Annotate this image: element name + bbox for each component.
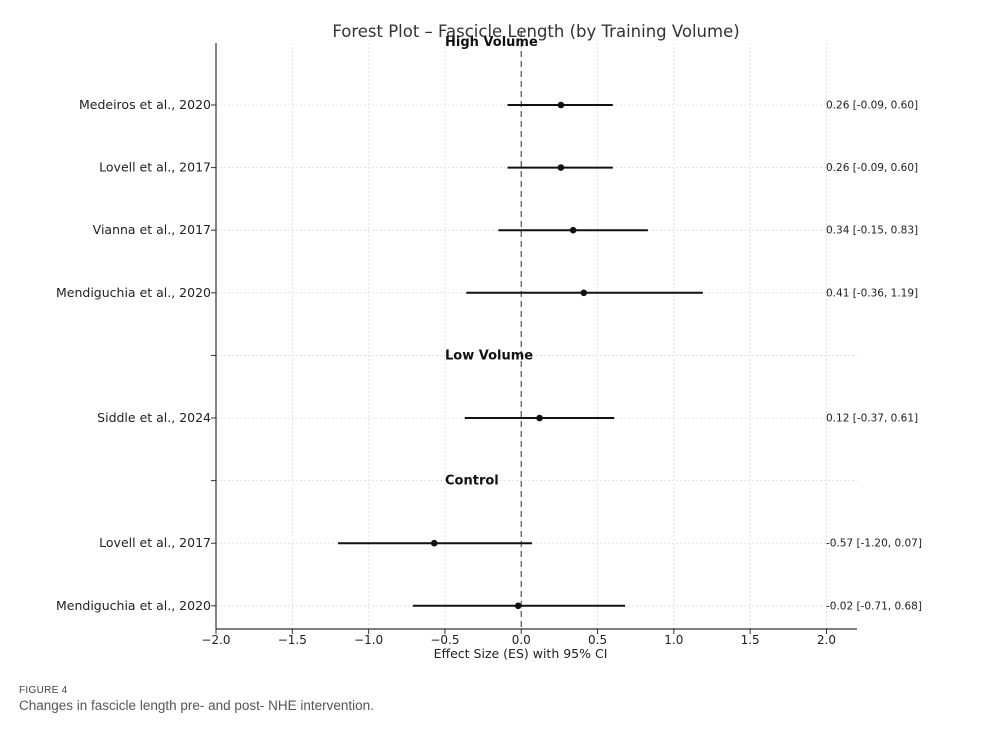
effect-size-annotation: 0.41 [-0.36, 1.19] <box>826 287 918 299</box>
x-axis-label: Effect Size (ES) with 95% CI <box>434 646 608 661</box>
figure-label: FIGURE 4 <box>19 685 68 696</box>
x-tick-label: 0.0 <box>512 633 531 647</box>
effect-size-point <box>536 414 543 422</box>
x-tick-label: 1.5 <box>741 633 760 647</box>
effect-size-annotation: -0.57 [-1.20, 0.07] <box>826 538 922 550</box>
study-label: Lovell et al., 2017 <box>99 160 211 175</box>
group-header: Control <box>445 474 499 489</box>
forest-plot: −2.0 −1.5 −1.0 −0.5 0.0 0.5 1.0 1.5 2.0 High Volu… <box>56 22 922 661</box>
effect-size-annotation: -0.02 [-0.71, 0.68] <box>826 600 922 612</box>
effect-size-point <box>557 164 565 171</box>
effect-size-point <box>580 289 588 297</box>
effect-size-point <box>430 539 438 547</box>
x-tick-label: 1.0 <box>664 633 683 647</box>
group-header: High Volume <box>445 35 538 50</box>
x-tick-label: −1.5 <box>278 633 307 647</box>
effect-size-annotation: 0.26 [-0.09, 0.60] <box>826 100 918 112</box>
group-header: Low Volume <box>445 348 533 363</box>
x-tick-label: 2.0 <box>817 633 836 647</box>
effect-size-point <box>557 101 565 109</box>
chart-title: Forest Plot – Fascicle Length (by Traini… <box>332 22 739 41</box>
effect-size-point <box>514 602 522 610</box>
study-label: Lovell et al., 2017 <box>99 535 211 550</box>
study-label: Medeiros et al., 2020 <box>79 97 211 112</box>
effect-size-annotation: 0.12 [-0.37, 0.61] <box>826 413 918 425</box>
study-label: Vianna et al., 2017 <box>93 222 211 237</box>
effect-size-annotation: 0.26 [-0.09, 0.60] <box>826 162 918 174</box>
effect-size-point <box>569 226 577 234</box>
x-tick-label: 0.5 <box>588 633 607 647</box>
x-tick-label: −1.0 <box>354 633 383 647</box>
effect-size-annotation: 0.34 [-0.15, 0.83] <box>826 225 918 237</box>
x-tick-label: −0.5 <box>430 633 459 647</box>
figure-caption: Changes in fascicle length pre- and post… <box>19 698 374 713</box>
study-label: Mendiguchia et al., 2020 <box>56 598 211 613</box>
study-label: Mendiguchia et al., 2020 <box>56 285 211 300</box>
study-label: Siddle et al., 2024 <box>97 410 211 425</box>
x-tick-label: −2.0 <box>201 633 230 647</box>
